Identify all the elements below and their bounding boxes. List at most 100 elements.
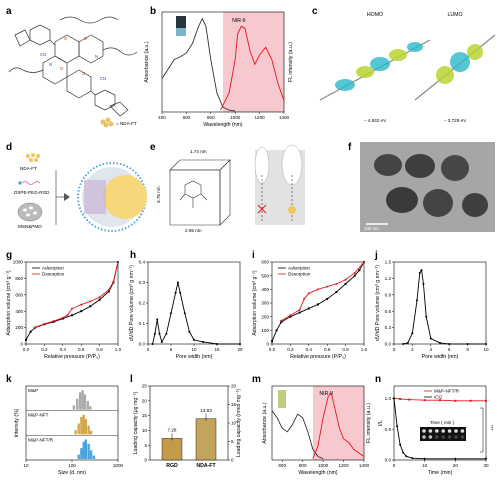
svg-text:O: O [60, 66, 64, 71]
dls-bar [86, 401, 89, 410]
inset-well [422, 435, 426, 439]
sample-label: M&P-NFT [28, 413, 49, 418]
nir-ii-label: NIR-II [232, 18, 246, 24]
dls-bar [92, 455, 96, 459]
nanoparticle-assembly [77, 162, 147, 232]
data-point [80, 303, 83, 306]
x-tick-label: 1400 [359, 463, 370, 468]
x-tick-label: 0 [393, 463, 396, 468]
data-point [89, 300, 92, 303]
data-point [156, 318, 159, 321]
y-axis-label: dV/dD Pore volume (cm³ g nm⁻¹) [129, 265, 135, 341]
x-tick-label: 0.0 [23, 347, 30, 352]
x-tick-label: 800 [299, 463, 307, 468]
data-point [439, 341, 441, 344]
data-point [280, 321, 283, 324]
dim-label-width-top: 1.74 nm [190, 149, 207, 154]
panel-label-l: l [130, 374, 133, 385]
x-tick-label: 0 [393, 347, 396, 352]
y-tick-label: 15 [231, 402, 237, 407]
y-tick-label: 5 [231, 439, 234, 444]
x-tick-label: 0.0 [269, 347, 276, 352]
panel-label-m: m [252, 374, 261, 385]
y-tick-label: 500 [261, 273, 269, 278]
loading-bar [161, 438, 183, 461]
data-point [98, 296, 101, 299]
panel-label-d: d [6, 142, 12, 153]
panel-label-a: a [6, 6, 12, 17]
dls-bar [77, 454, 80, 459]
dls-bar [89, 450, 93, 459]
desorption-series [35, 261, 119, 328]
lumo-orbital-render [414, 34, 496, 101]
absorbance-series [271, 410, 324, 460]
inset-well [441, 435, 446, 439]
homo-title: HOMO [367, 12, 383, 18]
data-point [34, 326, 37, 329]
plot-frame [149, 385, 229, 461]
y-tick-label: 0.5 [385, 427, 392, 432]
x-axis-label: Relative pressure (P/P₀) [290, 354, 346, 360]
inset-label: Time ( min ) [430, 420, 455, 425]
dls-bar [74, 430, 77, 435]
y-axis-label: Adsorption volume (cm³ g⁻¹) [6, 270, 12, 336]
data-point [107, 288, 110, 291]
y-tick-label: 20 [142, 398, 148, 403]
bar-value-label: 7.28 [168, 427, 177, 432]
panel-l-loading: 7.28RGD13.93NDA-FT051015202505101520Load… [133, 384, 242, 469]
y-tick-label: 0.0 [385, 342, 392, 347]
dls-bar [84, 439, 88, 459]
x-tick-label: 0.2 [41, 347, 48, 352]
y-tick-label: 20 [231, 384, 237, 389]
molecule-label: = NDA-FT [116, 121, 137, 126]
data-point [298, 311, 301, 314]
y-tick-label: 400 [261, 287, 269, 292]
y-axis-label: Absorbance (a.u.) [144, 41, 150, 83]
x-tick-label: 15 [214, 347, 220, 352]
y-tick-label: 15 [142, 413, 148, 418]
y-tick-label: 0 [20, 342, 23, 347]
dls-bar [81, 390, 84, 410]
data-point [326, 285, 329, 288]
data-point [406, 341, 409, 344]
data-point [422, 282, 425, 285]
data-point [485, 399, 487, 402]
plot-frame [161, 11, 285, 113]
data-point [335, 282, 338, 285]
x-tick-label: 1400 [279, 115, 290, 120]
inset-well [428, 435, 433, 439]
y-tick-label: 100 [261, 328, 269, 333]
svg-text:O: O [84, 36, 88, 41]
y-tick-label: 0.6 [385, 309, 392, 314]
data-point [71, 307, 73, 310]
svg-text:O: O [64, 36, 68, 41]
x-tick-label: 0.4 [60, 347, 67, 352]
significance-label: *** [489, 425, 494, 431]
sample-label: M&P [28, 388, 38, 393]
absorbance-series [161, 17, 236, 112]
data-point [303, 297, 306, 300]
legend-adsorption: Adsorption [42, 266, 64, 271]
legend-mp-nft-r: M&P-NFT/R [434, 389, 460, 394]
y-tick-label: 10 [231, 421, 237, 426]
data-point [170, 312, 172, 315]
svg-text:CN: CN [40, 52, 46, 57]
significance-bracket [480, 407, 484, 453]
x-tick-label: 1000 [113, 463, 124, 468]
data-point [469, 399, 472, 402]
y-tick-label: 0.0 [385, 458, 392, 463]
y-tick-label: 1.2 [385, 276, 392, 281]
dim-label-width-bottom: 2.85 nm [185, 228, 202, 233]
data-point [61, 316, 64, 319]
data-point [183, 312, 186, 315]
x-tick-label: 0.4 [306, 347, 313, 352]
y-tick-label: 0.4 [139, 260, 146, 265]
inset-well [454, 429, 458, 433]
data-point [176, 281, 179, 284]
x-tick-label: 4 [430, 347, 433, 352]
x-tick-label: 400 [158, 115, 166, 120]
dls-bar [80, 417, 83, 435]
data-point [344, 278, 347, 281]
data-point [408, 398, 411, 401]
y-tick-label: 0 [144, 458, 147, 463]
